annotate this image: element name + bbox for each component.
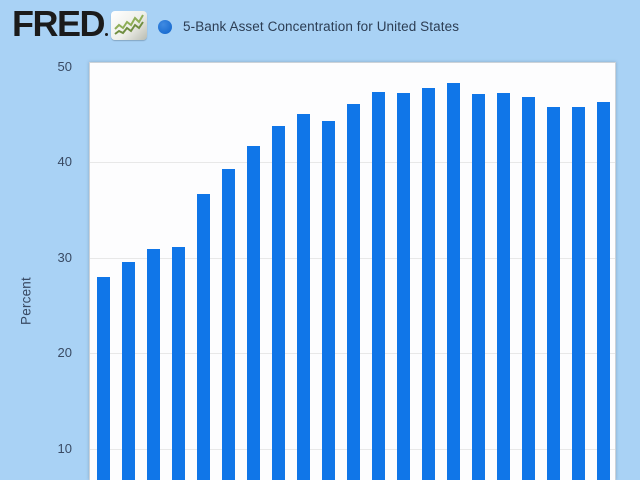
bar-21[interactable] xyxy=(597,101,610,480)
bar-13[interactable] xyxy=(397,93,410,480)
bar-2[interactable] xyxy=(122,262,135,480)
y-tick-label-30: 30 xyxy=(57,249,72,265)
bar-18[interactable] xyxy=(522,97,535,480)
bar-14[interactable] xyxy=(422,88,435,480)
fred-logo-text: FRED xyxy=(12,3,106,44)
bar-1[interactable] xyxy=(97,276,110,480)
bar-3[interactable] xyxy=(147,249,160,480)
bar-11[interactable] xyxy=(347,103,360,480)
trademark-dot xyxy=(105,33,108,36)
bar-4[interactable] xyxy=(172,247,185,480)
plot-area xyxy=(89,62,616,480)
fred-logo[interactable]: FRED xyxy=(12,3,147,44)
bar-19[interactable] xyxy=(547,106,560,480)
bar-10[interactable] xyxy=(322,120,335,480)
series-title-link[interactable]: 5-Bank Asset Concentration for United St… xyxy=(183,19,460,34)
bar-20[interactable] xyxy=(572,106,585,480)
y-tick-label-10: 10 xyxy=(57,440,72,456)
chart-header: FRED 5-Bank Asset Concentration for Unit… xyxy=(0,0,640,54)
legend-marker-dot xyxy=(158,20,172,34)
bar-15[interactable] xyxy=(447,82,460,480)
y-tick-label-40: 40 xyxy=(57,154,72,170)
bar-7[interactable] xyxy=(247,145,260,480)
y-tick-label-20: 20 xyxy=(57,345,72,361)
bar-9[interactable] xyxy=(297,114,310,480)
bar-5[interactable] xyxy=(197,193,210,480)
bar-8[interactable] xyxy=(272,125,285,480)
bar-12[interactable] xyxy=(372,92,385,480)
y-tick-label-50: 50 xyxy=(57,58,72,74)
y-axis-title: Percent xyxy=(18,277,34,325)
bar-17[interactable] xyxy=(497,93,510,480)
bar-16[interactable] xyxy=(472,94,485,480)
fred-line-chart-icon xyxy=(111,10,147,40)
bar-6[interactable] xyxy=(222,168,235,480)
